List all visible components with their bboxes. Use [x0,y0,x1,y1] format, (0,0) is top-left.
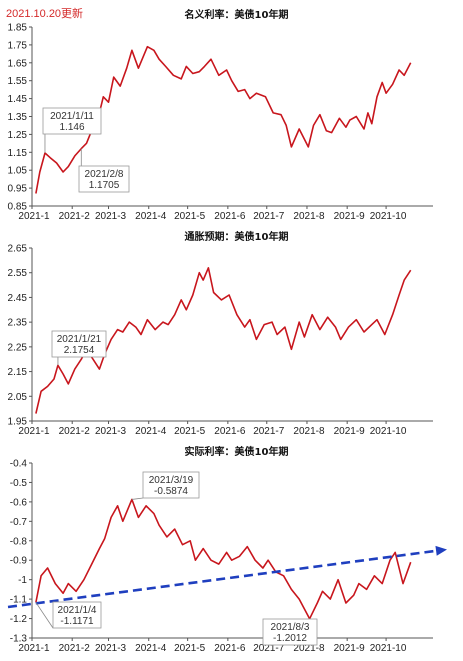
y-tick-label: 2.55 [8,268,28,279]
annotation-box [52,601,102,629]
annotation-box [262,618,318,646]
x-tick-label: 2021-1 [18,426,50,437]
y-tick-label: 0.85 [8,202,28,213]
annotation-label: -1.1171 [60,616,94,627]
x-tick-label: 2021-10 [370,643,407,654]
y-tick-label: -1.1 [10,595,28,606]
y-tick-label: 1.85 [8,23,28,34]
x-tick-label: 2021-2 [59,211,91,222]
y-tick-label: 1.05 [8,166,28,177]
x-tick-label: 2021-6 [214,426,246,437]
x-tick-label: 2021-7 [253,211,285,222]
annotation-label: 2021/1/21 [57,334,102,345]
x-tick-label: 2021-10 [370,211,407,222]
y-tick-label: 2.35 [8,318,28,329]
x-tick-label: 2021-1 [18,211,50,222]
y-tick-label: 1.35 [8,112,28,123]
x-tick-label: 2021-9 [334,426,366,437]
x-tick-label: 2021-9 [334,643,366,654]
annotation-box [51,330,107,358]
y-tick-label: -1.2 [10,614,28,625]
y-tick-label: 2.65 [8,244,28,255]
y-tick-label: -0.4 [10,459,28,470]
y-tick-label: 1.55 [8,76,28,87]
x-tick-label: 2021-9 [334,211,366,222]
x-tick-label: 2021-8 [293,426,325,437]
x-tick-label: 2021-4 [135,643,167,654]
y-tick-label: -1.3 [10,634,28,645]
x-tick-label: 2021-5 [174,643,206,654]
x-tick-label: 2021-6 [214,643,246,654]
y-tick-label: 1.95 [8,417,28,428]
trend-line-dashed [7,549,440,609]
update-date-note: 2021.10.20更新 [6,8,84,20]
y-tick-label: -0.6 [10,497,28,508]
annotation-box [78,165,130,193]
annotation-label: -1.2012 [273,633,307,644]
annotation-label: 2021/1/11 [50,111,94,122]
x-tick-label: 2021-8 [293,211,325,222]
x-tick-label: 2021-5 [174,426,206,437]
y-tick-label: 2.05 [8,392,28,403]
x-tick-label: 2021-2 [59,426,91,437]
x-tick-label: 2021-4 [135,426,167,437]
annotation-label: 2021/1/4 [58,605,97,616]
y-tick-label: -0.7 [10,517,28,528]
x-tick-label: 2021-3 [95,643,127,654]
x-tick-label: 2021-7 [253,426,285,437]
x-tick-label: 2021-1 [18,643,50,654]
x-tick-label: 2021-6 [214,211,246,222]
series-line [35,498,412,620]
y-tick-label: -1 [18,575,27,586]
annotation-label: -0.5874 [154,486,188,497]
annotation-label: 2021/3/19 [149,475,194,486]
annotation-label: 1.146 [59,122,84,133]
y-tick-label: 1.15 [8,148,28,159]
chart-panel-1: 名义利率：美债10年期 0.85 0.95 1.05 1.15 1.25 1.35 1.45 1… [8,8,433,222]
y-tick-label: 2.15 [8,367,28,378]
chart-title: 名义利率：美债10年期 [185,8,289,21]
x-tick-label: 2021-5 [174,211,206,222]
trend-arrow-head [435,545,447,556]
x-tick-label: 2021-4 [135,211,167,222]
y-tick-label: 0.95 [8,184,28,195]
annotation-leader [35,602,54,629]
y-tick-label: 1.75 [8,40,28,51]
y-tick-label: -0.8 [10,536,28,547]
annotation-label: 2021/2/8 [85,169,124,180]
annotation-label: 1.1705 [89,180,120,191]
annotation-leader [131,497,144,500]
chart-title: 实际利率：美债10年期 [185,445,289,458]
annotation-box [142,471,200,499]
x-tick-label: 2021-3 [95,211,127,222]
chart-panel-3: 实际利率：美债10年期 -0.4 -0.5 -0.6 -0.7 -0.8 -0.9 -1 -1.… [7,445,447,654]
x-tick-label: 2021-7 [253,643,285,654]
x-tick-label: 2021-2 [59,643,91,654]
y-tick-label: 1.65 [8,58,28,69]
y-tick-label: 1.45 [8,94,28,105]
x-tick-label: 2021-3 [95,426,127,437]
x-tick-label: 2021-10 [370,426,407,437]
y-tick-label: 2.25 [8,342,28,353]
chart-panel-2: 通胀预期：美债10年期 1.95 2.05 2.15 2.25 2.35 2.45 2.55 2… [8,230,433,437]
x-tick-label: 2021-8 [293,643,325,654]
annotation-box [42,107,102,135]
y-tick-label: 1.25 [8,130,28,141]
y-tick-label: 2.45 [8,293,28,304]
y-tick-label: -0.5 [10,478,28,489]
chart-title: 通胀预期：美债10年期 [185,230,289,243]
annotation-label: 2021/8/3 [271,622,310,633]
y-tick-label: -0.9 [10,556,28,567]
annotation-label: 2.1754 [64,345,95,356]
